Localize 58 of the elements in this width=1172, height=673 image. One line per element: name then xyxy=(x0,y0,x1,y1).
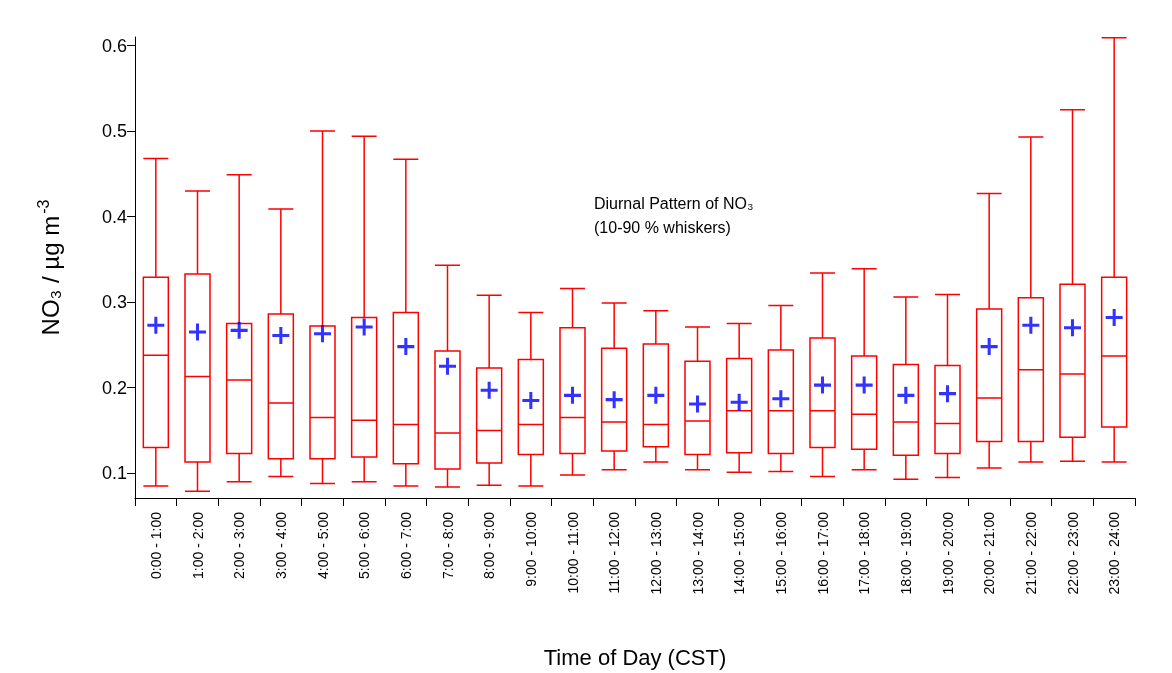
point xyxy=(189,323,206,341)
x-tick-label: 7:00 - 8:00 xyxy=(439,511,456,579)
point xyxy=(939,385,956,403)
x-tick-label: 5:00 - 6:00 xyxy=(356,511,373,579)
x-tick-label: 3:00 - 4:00 xyxy=(272,511,289,579)
point xyxy=(522,392,540,409)
point xyxy=(855,376,873,394)
x-tick-label: 16:00 - 17:00 xyxy=(814,511,831,595)
point xyxy=(355,318,373,336)
x-tick-label: 10:00 - 11:00 xyxy=(564,511,581,594)
x-tick-label: 0:00 - 1:00 xyxy=(147,511,164,579)
x-tick-label: 17:00 - 18:00 xyxy=(856,511,873,595)
x-tick-label: 18:00 - 19:00 xyxy=(897,511,914,595)
x-axis-title: Time of Day (CST) xyxy=(543,644,727,670)
x-tick-label: 8:00 - 9:00 xyxy=(481,511,498,579)
y-tick-label: 0.6 xyxy=(101,35,127,56)
point xyxy=(647,386,665,404)
x-tick-label: 20:00 - 21:00 xyxy=(981,511,998,595)
x-tick-label: 14:00 - 15:00 xyxy=(731,511,748,595)
point xyxy=(397,338,415,356)
annotation: (10-90 % whiskers) xyxy=(594,218,731,236)
point xyxy=(772,390,790,408)
annotation: Diurnal Pattern of NO₃ xyxy=(594,194,754,212)
point xyxy=(897,386,915,404)
point xyxy=(1064,319,1081,337)
y-tick-label: 0.1 xyxy=(101,463,127,484)
x-tick-label: 12:00 - 13:00 xyxy=(647,511,664,595)
point xyxy=(1022,316,1040,334)
point xyxy=(564,386,581,404)
x-tick-label: 1:00 - 2:00 xyxy=(189,511,206,579)
x-tick-label: 15:00 - 16:00 xyxy=(772,511,789,595)
y-tick-label: 0.4 xyxy=(101,206,127,227)
x-tick-label: 4:00 - 5:00 xyxy=(314,511,331,579)
x-tick-label: 6:00 - 7:00 xyxy=(397,511,414,579)
x-tick-label: 21:00 - 22:00 xyxy=(1022,511,1039,595)
point xyxy=(314,325,331,343)
point xyxy=(730,393,748,411)
point xyxy=(689,395,706,413)
x-tick-label: 9:00 - 10:00 xyxy=(522,511,539,587)
y-tick-label: 0.3 xyxy=(101,292,127,313)
point xyxy=(980,338,998,356)
x-tick-label: 23:00 - 24:00 xyxy=(1106,511,1123,595)
point xyxy=(439,357,456,375)
point xyxy=(480,381,498,399)
y-tick-label: 0.5 xyxy=(101,121,127,142)
x-tick-label: 22:00 - 23:00 xyxy=(1064,511,1081,595)
y-tick-label: 0.2 xyxy=(101,377,127,398)
x-tick-label: 13:00 - 14:00 xyxy=(689,511,706,595)
point xyxy=(147,316,165,334)
point xyxy=(230,321,248,339)
y-axis-title: NO₃ / µg m-3 xyxy=(34,199,64,336)
point xyxy=(605,391,623,409)
x-tick-label: 19:00 - 20:00 xyxy=(939,511,956,595)
point xyxy=(1105,309,1123,327)
point xyxy=(814,376,831,394)
x-tick-label: 2:00 - 3:00 xyxy=(231,511,248,579)
point xyxy=(272,327,290,344)
x-tick-label: 11:00 - 12:00 xyxy=(606,511,623,594)
